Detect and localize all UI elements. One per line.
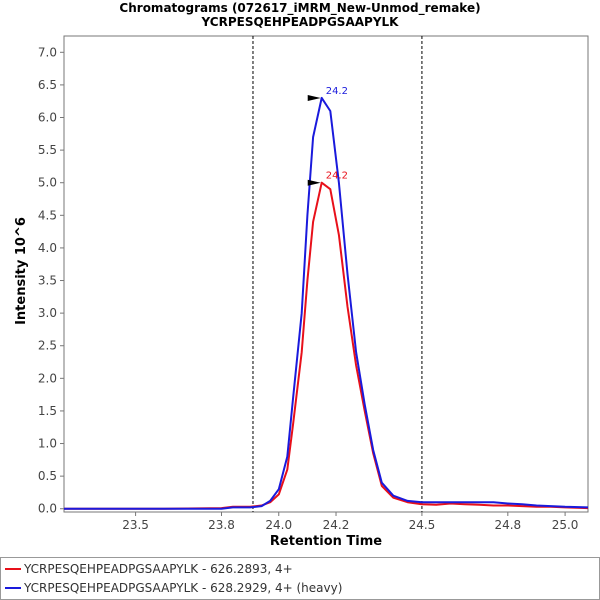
x-axis-label: Retention Time — [270, 534, 382, 549]
y-tick-label: 4.0 — [38, 241, 57, 255]
chromatogram-chart: Chromatograms (072617_iMRM_New-Unmod_rem… — [14, 1, 589, 549]
y-axis: 0.0 0.5 1.0 1.5 2.0 2.5 3.0 3.5 4.0 4.5 5.0 5.5 6.0 6… — [38, 45, 64, 516]
peak-retention-label: 24.2 — [326, 86, 348, 97]
y-tick-label: 0.0 — [38, 502, 57, 516]
y-tick-label: 2.5 — [38, 339, 57, 353]
y-tick-label: 6.5 — [38, 78, 57, 92]
y-tick-label: 6.0 — [38, 111, 57, 125]
integration-bounds — [252, 36, 423, 512]
legend-label-light: YCRPESQEHPEADPGSAAPYLK - 626.2893, 4+ — [24, 562, 293, 576]
legend-item-heavy: YCRPESQEHPEADPGSAAPYLK - 628.2929, 4+ (h… — [5, 579, 342, 597]
y-tick-label: 1.5 — [38, 404, 57, 418]
series-line-1 — [64, 96, 589, 510]
peak-retention-label: 24.2 — [326, 171, 348, 182]
x-tick-label: 24.5 — [409, 518, 436, 532]
y-tick-label: 7.0 — [38, 45, 57, 59]
y-tick-label: 1.0 — [38, 437, 57, 451]
x-tick-label: 24.8 — [494, 518, 521, 532]
legend-swatch-light — [5, 568, 21, 570]
x-axis: 23.5 23.8 24.0 24.2 24.5 24.8 25.0 — [122, 512, 578, 532]
x-tick-label: 24.0 — [265, 518, 292, 532]
plot-area — [63, 35, 589, 513]
y-tick-label: 0.5 — [38, 469, 57, 483]
legend-item-light: YCRPESQEHPEADPGSAAPYLK - 626.2893, 4+ — [5, 560, 293, 578]
y-tick-label: 5.5 — [38, 143, 57, 157]
y-tick-label: 4.5 — [38, 208, 57, 222]
x-tick-label: 23.8 — [208, 518, 235, 532]
chart-title: Chromatograms (072617_iMRM_New-Unmod_rem… — [119, 1, 480, 16]
chart-subtitle: YCRPESQEHPEADPGSAAPYLK — [201, 15, 400, 29]
x-tick-label: 23.5 — [122, 518, 149, 532]
legend: YCRPESQEHPEADPGSAAPYLK - 626.2893, 4+ YC… — [0, 557, 600, 600]
y-tick-label: 2.0 — [38, 371, 57, 385]
peak-marker-arrow — [307, 94, 321, 101]
x-tick-label: 25.0 — [552, 518, 579, 532]
legend-swatch-heavy — [5, 587, 21, 589]
x-tick-label: 24.2 — [323, 518, 350, 532]
legend-label-heavy: YCRPESQEHPEADPGSAAPYLK - 628.2929, 4+ (h… — [24, 581, 343, 595]
y-tick-label: 3.0 — [38, 306, 57, 320]
peak-annotations: 24.2 24.2 — [307, 86, 348, 186]
y-tick-label: 3.5 — [38, 274, 57, 288]
y-axis-label: Intensity 10^6 — [14, 217, 29, 325]
y-tick-label: 5.0 — [38, 176, 57, 190]
series-layer — [64, 96, 589, 510]
peak-marker-arrow — [307, 179, 321, 186]
